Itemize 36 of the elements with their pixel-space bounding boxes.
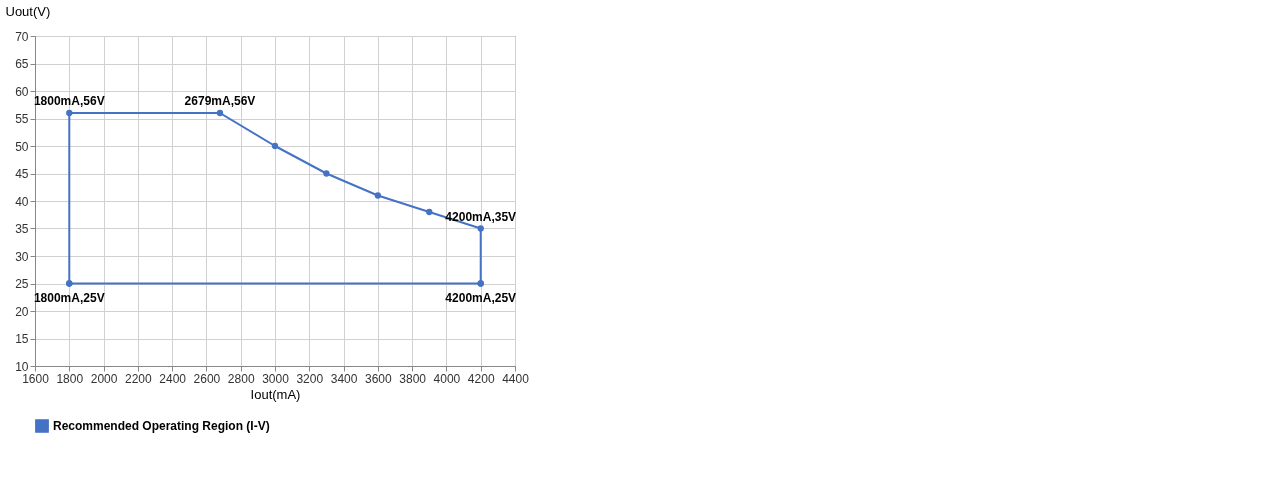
y-tick-label: 70	[15, 29, 29, 44]
y-tick-label: 30	[15, 249, 29, 264]
y-tick-label: 65	[15, 57, 29, 71]
x-tick-label: 4400	[502, 371, 530, 386]
y-tick-label: 50	[15, 139, 29, 154]
y-tick-label: 15	[15, 332, 29, 346]
x-tick-label: 2200	[125, 371, 153, 386]
x-tick-label: 1600	[22, 371, 50, 386]
annotation: 1800mA,56V	[33, 94, 105, 108]
y-tick-label: 40	[15, 194, 29, 209]
x-tick-label: 2600	[193, 371, 221, 386]
x-tick-label: 3400	[330, 371, 358, 386]
x-tick-label: 3800	[399, 371, 427, 386]
y-tick-label: 20	[15, 304, 29, 319]
x-tick-label: 3600	[365, 371, 393, 386]
x-tick-label: 4000	[433, 371, 461, 386]
annotation: 2679mA,56V	[184, 94, 256, 108]
x-tick-label: 2000	[90, 371, 118, 386]
y-tick-label: 60	[15, 84, 29, 99]
annotation: 4200mA,25V	[445, 290, 517, 305]
y-tick-label: 55	[15, 112, 29, 126]
y-tick-label: 35	[15, 222, 29, 236]
y-axis-title: Uout(V)	[5, 3, 51, 19]
y-tick-label: 45	[15, 167, 29, 181]
x-axis-title: Iout(mA)	[250, 386, 301, 402]
x-tick-label: 4200	[467, 371, 495, 386]
x-tick-label: 2400	[159, 371, 187, 386]
x-tick-label: 1800	[56, 371, 84, 386]
annotation: 4200mA,35V	[445, 209, 517, 224]
y-tick-label: 10	[15, 359, 29, 374]
x-tick-label: 3000	[262, 371, 290, 386]
x-tick-label: 2800	[227, 371, 255, 386]
annotation: 1800mA,25V	[33, 290, 105, 305]
y-tick-label: 25	[15, 277, 29, 291]
x-tick-label: 3200	[296, 371, 324, 386]
legend-label: Recommended Operating Region (I-V)	[53, 419, 270, 433]
